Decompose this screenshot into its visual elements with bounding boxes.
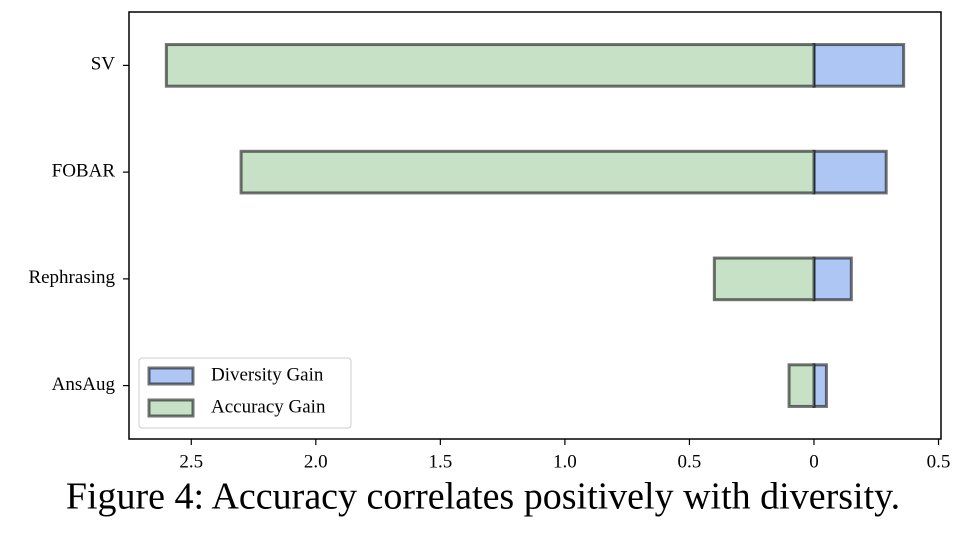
x-tick-label: 0.5 [927,451,951,472]
x-tick-label: 1.5 [428,451,452,472]
x-tick-label: 0.5 [678,451,702,472]
y-tick-label: FOBAR [52,160,116,181]
bar [812,149,888,195]
x-tick-label: 2.5 [179,451,203,472]
bar [812,43,906,88]
y-tick-label: AnsAug [52,374,116,395]
legend-label: Accuracy Gain [211,396,326,417]
x-tick-label: 0 [809,451,819,472]
bar [239,149,816,195]
plot-frame [128,11,942,440]
y-tick-label: Rephrasing [28,267,115,288]
legend-swatch [147,398,195,418]
y-tick-label: SV [91,54,116,75]
x-tick-label: 1.0 [553,451,577,472]
legend-swatch [147,366,195,386]
legend-label: Diversity Gain [211,364,324,385]
bar [787,363,816,408]
bar [812,363,828,408]
caption: Figure 4: Accuracy correlates positively… [66,476,900,518]
bar [712,256,816,302]
bar [812,256,853,302]
bar [164,43,816,88]
x-tick-label: 2.0 [304,451,328,472]
